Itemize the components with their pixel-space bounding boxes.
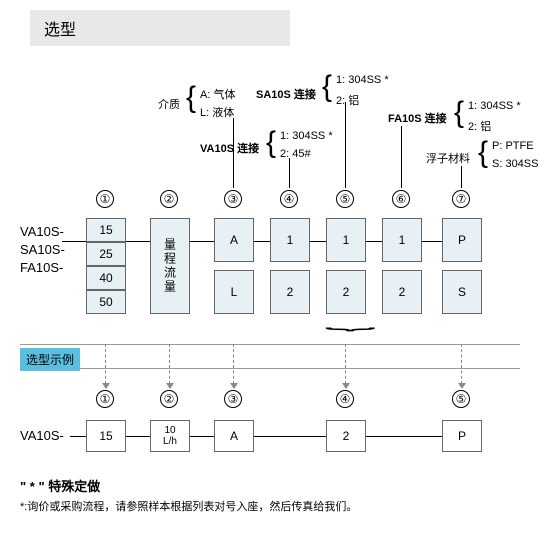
- ex-box-4: 2: [326, 420, 366, 452]
- colnum-7: ⑦: [452, 190, 470, 208]
- sep-line-1: [20, 344, 520, 345]
- example-hline: [70, 436, 482, 437]
- arrow-2: [169, 344, 170, 384]
- diagram-container: 介质 { A: 气体 L: 液体 SA10S 连接 { 1: 304SS * 2…: [0, 46, 549, 546]
- legend-fa10s-2: 2: 铝: [468, 118, 491, 134]
- colnum-6: ⑥: [392, 190, 410, 208]
- col5-1: 1: [326, 218, 366, 262]
- legend-float-s: S: 304SS: [492, 158, 538, 170]
- colnum-2: ②: [160, 190, 178, 208]
- legend-media-l: L: 液体: [200, 104, 234, 120]
- arrow-1: [105, 344, 106, 384]
- legend-media-label: 介质: [158, 96, 180, 112]
- under-brace: ⏟: [0, 310, 549, 330]
- exnum-4: ④: [336, 390, 354, 408]
- ex-box-1: 15: [86, 420, 126, 452]
- prefix-3: FA10S-: [20, 260, 63, 275]
- arrow-4: [345, 344, 346, 384]
- colnum-3: ③: [224, 190, 242, 208]
- brace-float: {: [478, 136, 488, 170]
- colnum-1: ①: [96, 190, 114, 208]
- col4-1: 1: [270, 218, 310, 262]
- sep-line-2: [20, 368, 520, 369]
- example-prefix: VA10S-: [20, 428, 64, 443]
- ex-box-3: A: [214, 420, 254, 452]
- ex-box-2: 10 L/h: [150, 420, 190, 452]
- col3-a: A: [214, 218, 254, 262]
- exnum-3: ③: [224, 390, 242, 408]
- legend-fa10s-label: FA10S 连接: [388, 110, 447, 126]
- col3-l: L: [214, 270, 254, 314]
- legend-line-5: [345, 102, 346, 188]
- legend-sa10s-2: 2: 铝: [336, 92, 359, 108]
- brace-va10s: {: [266, 126, 276, 160]
- legend-va10s-1: 1: 304SS *: [280, 130, 333, 142]
- legend-line-6: [401, 126, 402, 188]
- col4-2: 2: [270, 270, 310, 314]
- col1-box-15: 15: [86, 218, 126, 242]
- legend-float-p: P: PTFE: [492, 140, 534, 152]
- page-title: 选型: [30, 10, 290, 46]
- arrow-5: [461, 344, 462, 384]
- brace-media: {: [186, 81, 196, 115]
- legend-float-label: 浮子材料: [426, 150, 470, 166]
- colnum-4: ④: [280, 190, 298, 208]
- legend-line-4: [289, 158, 290, 188]
- legend-fa10s-1: 1: 304SS *: [468, 100, 521, 112]
- col1-box-25: 25: [86, 242, 126, 266]
- brace-fa10s: {: [454, 96, 464, 130]
- prefix-2: SA10S-: [20, 242, 65, 257]
- col6-2: 2: [382, 270, 422, 314]
- col6-1: 1: [382, 218, 422, 262]
- legend-sa10s-label: SA10S 连接: [256, 86, 316, 102]
- brace-sa10s: {: [322, 70, 332, 104]
- prefix-1: VA10S-: [20, 224, 64, 239]
- col7-s: S: [442, 270, 482, 314]
- col1-box-40: 40: [86, 266, 126, 290]
- col5-2: 2: [326, 270, 366, 314]
- legend-va10s-label: VA10S 连接: [200, 140, 259, 156]
- exnum-5: ⑤: [452, 390, 470, 408]
- exnum-2: ②: [160, 390, 178, 408]
- example-label: 选型示例: [20, 348, 80, 371]
- legend-va10s-2: 2: 45#: [280, 148, 311, 160]
- col2-text: 量程流量: [162, 238, 179, 294]
- legend-line-3: [233, 118, 234, 188]
- colnum-5: ⑤: [336, 190, 354, 208]
- footnote-title: " * " 特殊定做: [20, 476, 100, 495]
- ex-box-5: P: [442, 420, 482, 452]
- footnote-text: *:询价或采购流程，请参照样本根据列表对号入座，然后传真给我们。: [20, 498, 357, 514]
- legend-line-7: [461, 166, 462, 188]
- col7-p: P: [442, 218, 482, 262]
- legend-media-a: A: 气体: [200, 86, 235, 102]
- arrow-3: [233, 344, 234, 384]
- legend-sa10s-1: 1: 304SS *: [336, 74, 389, 86]
- exnum-1: ①: [96, 390, 114, 408]
- col2-box: 量程流量: [150, 218, 190, 314]
